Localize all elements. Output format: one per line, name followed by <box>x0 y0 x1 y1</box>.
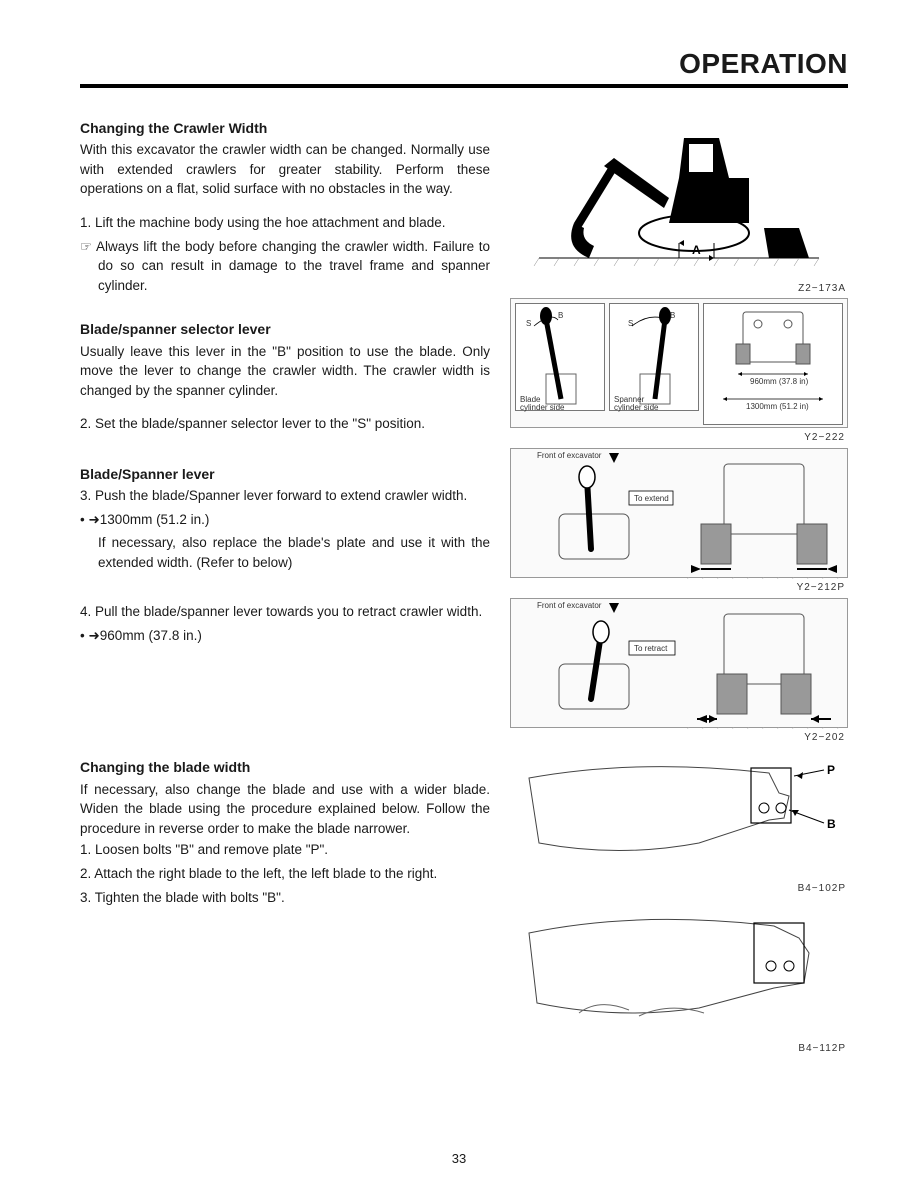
caption-blade: Blade cylinder side <box>520 396 564 412</box>
paragraph: With this excavator the crawler width ca… <box>80 140 490 199</box>
figure-code: B4−112P <box>798 1043 846 1054</box>
svg-text:S: S <box>628 319 633 328</box>
header: OPERATION <box>80 48 848 88</box>
step-item: 2. Attach the right blade to the left, t… <box>80 864 490 884</box>
bullet-item: • ➜960mm (37.8 in.) <box>80 626 490 646</box>
figure-blade-plate: P B B4−102P <box>510 748 848 878</box>
page-number: 33 <box>0 1151 918 1166</box>
figure-selector-lever: S B Blade cylinder side S B <box>510 298 848 428</box>
subsection-title: Blade/spanner selector lever <box>80 319 490 339</box>
content-columns: Changing the Crawler Width With this exc… <box>80 118 848 1044</box>
figure-code: B4−102P <box>798 883 846 894</box>
step-item: 1. Lift the machine body using the hoe a… <box>80 213 490 233</box>
svg-text:960mm (37.8 in): 960mm (37.8 in) <box>750 377 809 386</box>
svg-text:P: P <box>827 763 835 777</box>
svg-text:To extend: To extend <box>634 494 669 503</box>
section-heading: OPERATION <box>679 48 848 79</box>
figure-extend: Front of excavator To extend <box>510 448 848 578</box>
svg-text:B: B <box>827 817 836 831</box>
paragraph: If necessary, also change the blade and … <box>80 780 490 839</box>
svg-text:1300mm (51.2 in): 1300mm (51.2 in) <box>746 402 809 411</box>
svg-text:B: B <box>670 311 675 320</box>
figure-retract: Front of excavator To retract <box>510 598 848 728</box>
caption-spanner: Spanner cylinder side <box>614 396 658 412</box>
svg-text:B: B <box>558 311 563 320</box>
paragraph: Usually leave this lever in the "B" posi… <box>80 342 490 401</box>
subsection-title: Blade/Spanner lever <box>80 464 490 484</box>
step-item: 3. Push the blade/Spanner lever forward … <box>80 486 490 506</box>
step-item: 3. Tighten the blade with bolts "B". <box>80 888 490 908</box>
bullet-item: • ➜1300mm (51.2 in.) <box>80 510 490 530</box>
text-column: Changing the Crawler Width With this exc… <box>80 118 490 1044</box>
note: ☞ Always lift the body before changing t… <box>80 237 490 296</box>
figure-code: Y2−212P <box>797 582 845 593</box>
figure-code: Z2−173A <box>798 283 846 294</box>
subsection-title: Changing the Crawler Width <box>80 118 490 138</box>
paragraph: If necessary, also replace the blade's p… <box>80 533 490 572</box>
subsection-title: Changing the blade width <box>80 757 490 777</box>
figure-excavator: A Z2−173A <box>510 118 848 278</box>
page: OPERATION Changing the Crawler Width Wit… <box>0 0 918 1188</box>
svg-text:To retract: To retract <box>634 644 668 653</box>
figure-code: Y2−222 <box>804 432 845 443</box>
svg-text:S: S <box>526 319 531 328</box>
excavator-svg: A <box>510 118 848 278</box>
front-label: Front of excavator <box>537 601 601 610</box>
step-item: 2. Set the blade/spanner selector lever … <box>80 414 490 434</box>
front-label: Front of excavator <box>537 451 601 460</box>
figure-code: Y2−202 <box>804 732 845 743</box>
step-item: 4. Pull the blade/spanner lever towards … <box>80 602 490 622</box>
step-item: 1. Loosen bolts "B" and remove plate "P"… <box>80 840 490 860</box>
figure-blade-assembled: B4−112P <box>510 898 848 1038</box>
figure-column: A Z2−173A S B Blade cylinder side <box>510 118 848 1044</box>
dim-label-a: A <box>692 243 701 257</box>
